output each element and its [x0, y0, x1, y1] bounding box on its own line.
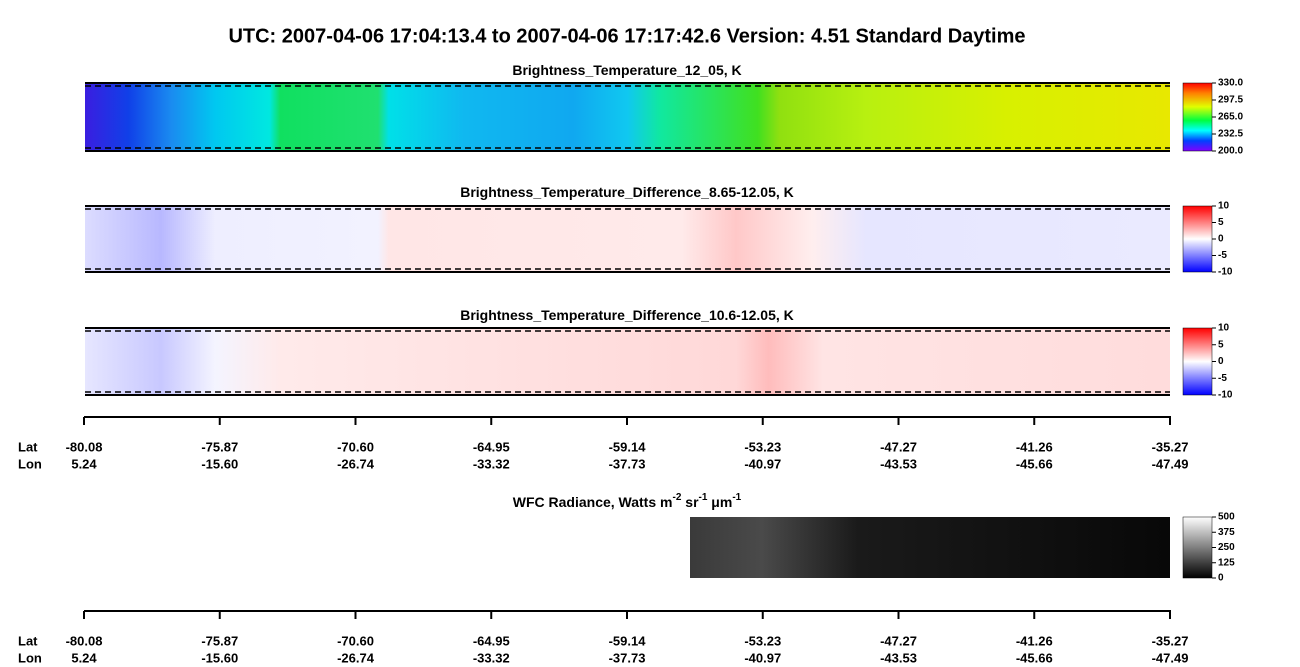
panel-title: Brightness_Temperature_12_05, K: [512, 62, 741, 78]
lat-label: -59.14: [609, 439, 647, 454]
lat-label: -80.08: [66, 633, 103, 648]
colorbar-tick-label: -5: [1218, 373, 1227, 384]
title-part: -2: [672, 492, 681, 503]
colorbar-tick-label: 0: [1218, 356, 1224, 367]
colorbar-tick-label: 250: [1218, 542, 1235, 553]
lon-label: -37.73: [609, 456, 646, 471]
panel-title: Brightness_Temperature_Difference_10.6-1…: [460, 307, 794, 323]
title-part: Brightness_Temperature_Difference_8.65-1…: [460, 184, 794, 200]
colorbar-tick-label: 0: [1218, 234, 1224, 245]
lat-label: -41.26: [1016, 633, 1053, 648]
lon-label: 5.24: [71, 456, 97, 471]
lon-label: -26.74: [337, 650, 375, 665]
colorbar-tick-label: 5: [1218, 217, 1224, 228]
lat-label: -53.23: [744, 633, 781, 648]
image-panel: [85, 328, 1170, 395]
colorbar-tick-label: -10: [1218, 390, 1233, 401]
lon-label: -26.74: [337, 456, 375, 471]
colorbar: [1182, 327, 1213, 396]
row-label: Lat: [18, 633, 38, 648]
lon-label: -43.53: [880, 456, 917, 471]
title-part: sr: [681, 494, 699, 510]
colorbar-tick-label: 200.0: [1218, 146, 1243, 157]
row-label: Lat: [18, 439, 38, 454]
colorbar: [1182, 82, 1213, 152]
colorbar-tick-label: -10: [1218, 267, 1233, 278]
lat-label: -80.08: [66, 439, 103, 454]
lon-label: -15.60: [201, 650, 238, 665]
lat-label: -35.27: [1152, 633, 1189, 648]
colorbar-tick-label: 5: [1218, 339, 1224, 350]
lat-label: -41.26: [1016, 439, 1053, 454]
colorbar-tick-label: 330.0: [1218, 78, 1243, 89]
image-panel: [85, 83, 1170, 151]
colorbar: [1182, 205, 1213, 273]
title-part: Brightness_Temperature_Difference_10.6-1…: [460, 307, 794, 323]
colorbar: [1182, 516, 1213, 579]
lat-label: -64.95: [473, 439, 510, 454]
colorbar-tick-label: -5: [1218, 250, 1227, 261]
lon-label: -45.66: [1016, 650, 1053, 665]
colorbar-tick-label: 232.5: [1218, 129, 1243, 140]
lon-label: -45.66: [1016, 456, 1053, 471]
title-part: -1: [732, 492, 741, 503]
lat-label: -70.60: [337, 439, 374, 454]
lat-label: -75.87: [201, 439, 238, 454]
lon-label: 5.24: [71, 650, 97, 665]
row-label: Lon: [18, 650, 42, 665]
image-panel: [690, 517, 1170, 578]
lat-label: -47.27: [880, 633, 917, 648]
lat-label: -53.23: [744, 439, 781, 454]
panel-title: WFC Radiance, Watts m-2 sr-1 μm-1: [513, 492, 742, 510]
lat-label: -47.27: [880, 439, 917, 454]
colorbar-tick-label: 0: [1218, 573, 1224, 584]
lon-label: -40.97: [744, 650, 781, 665]
title-part: -1: [699, 492, 708, 503]
title-part: WFC Radiance, Watts m: [513, 494, 673, 510]
colorbar-tick-label: 265.0: [1218, 112, 1243, 123]
panel-title: Brightness_Temperature_Difference_8.65-1…: [460, 184, 794, 200]
figure-title: UTC: 2007-04-06 17:04:13.4 to 2007-04-06…: [228, 25, 1025, 47]
colorbar-tick-label: 10: [1218, 201, 1230, 212]
lon-label: -43.53: [880, 650, 917, 665]
lat-label: -70.60: [337, 633, 374, 648]
colorbar-tick-label: 297.5: [1218, 95, 1243, 106]
lat-label: -59.14: [609, 633, 647, 648]
lat-label: -75.87: [201, 633, 238, 648]
lon-label: -33.32: [473, 650, 510, 665]
lat-label: -35.27: [1152, 439, 1189, 454]
title-part: μm: [707, 494, 732, 510]
row-label: Lon: [18, 456, 42, 471]
colorbar-tick-label: 10: [1218, 323, 1230, 334]
title-part: Brightness_Temperature_12_05, K: [512, 62, 741, 78]
colorbar-tick-label: 500: [1218, 512, 1235, 523]
lon-label: -47.49: [1152, 650, 1189, 665]
lon-label: -40.97: [744, 456, 781, 471]
lon-label: -33.32: [473, 456, 510, 471]
lon-label: -15.60: [201, 456, 238, 471]
lat-label: -64.95: [473, 633, 510, 648]
colorbar-tick-label: 375: [1218, 527, 1235, 538]
colorbar-tick-label: 125: [1218, 557, 1235, 568]
lon-label: -47.49: [1152, 456, 1189, 471]
image-panel: [85, 206, 1170, 272]
lon-label: -37.73: [609, 650, 646, 665]
